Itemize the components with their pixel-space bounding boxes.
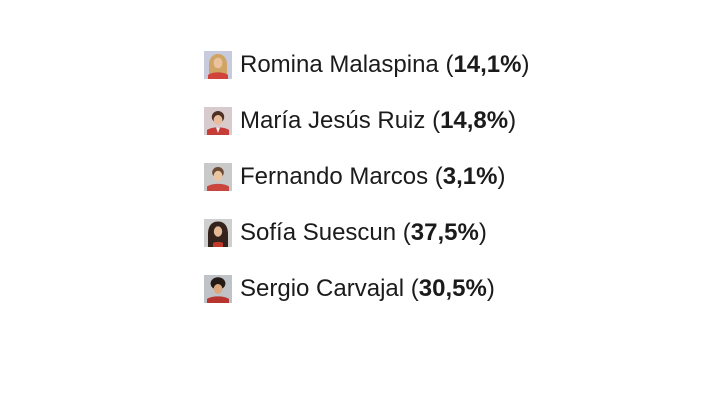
contestant-percent: 3,1%: [442, 163, 498, 190]
poll-result-item: Sergio Carvajal (30,5%): [204, 275, 530, 303]
contestant-percent: 37,5%: [410, 219, 479, 246]
poll-result-item: María Jesús Ruiz (14,8%): [204, 107, 530, 135]
contestant-name: María Jesús Ruiz: [240, 107, 426, 134]
contestant-label: Fernando Marcos (3,1%): [240, 163, 505, 191]
paren-open: (: [432, 107, 441, 134]
contestant-photo-icon: [204, 51, 232, 79]
contestant-label: Romina Malaspina (14,1%): [240, 51, 530, 79]
contestant-percent: 30,5%: [418, 275, 487, 302]
contestant-name: Romina Malaspina: [240, 51, 439, 78]
contestant-photo-icon: [204, 163, 232, 191]
contestant-name: Sergio Carvajal: [240, 275, 405, 302]
paren-close: ): [508, 107, 517, 134]
poll-result-item: Sofía Suescun (37,5%): [204, 219, 530, 247]
contestant-percent: 14,1%: [453, 51, 522, 78]
paren-open: (: [410, 275, 419, 302]
poll-result-item: Romina Malaspina (14,1%): [204, 51, 530, 79]
paren-close: ): [486, 275, 495, 302]
contestant-label: Sergio Carvajal (30,5%): [240, 275, 495, 303]
poll-results-list: Romina Malaspina (14,1%) María Jesús Rui…: [204, 51, 530, 303]
paren-open: (: [434, 163, 443, 190]
poll-result-item: Fernando Marcos (3,1%): [204, 163, 530, 191]
paren-open: (: [402, 219, 411, 246]
contestant-label: Sofía Suescun (37,5%): [240, 219, 487, 247]
contestant-percent: 14,8%: [440, 107, 509, 134]
contestant-name: Sofía Suescun: [240, 219, 397, 246]
contestant-photo-icon: [204, 107, 232, 135]
paren-close: ): [478, 219, 487, 246]
paren-open: (: [445, 51, 454, 78]
contestant-photo-icon: [204, 219, 232, 247]
contestant-photo-icon: [204, 275, 232, 303]
contestant-label: María Jesús Ruiz (14,8%): [240, 107, 516, 135]
paren-close: ): [521, 51, 530, 78]
paren-close: ): [497, 163, 506, 190]
contestant-name: Fernando Marcos: [240, 163, 429, 190]
